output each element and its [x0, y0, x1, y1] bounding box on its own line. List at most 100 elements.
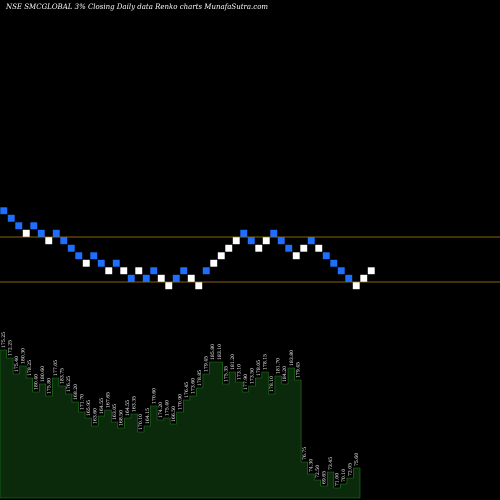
volume-label: 181.20: [230, 354, 236, 370]
volume-bar: [347, 478, 354, 498]
renko-brick: [120, 267, 128, 275]
volume-label: 177.05: [53, 360, 59, 376]
volume-bar: [308, 474, 315, 498]
volume-bar: [268, 394, 275, 498]
renko-brick: [37, 229, 45, 237]
volume-bar: [301, 462, 308, 498]
renko-brick: [90, 252, 98, 260]
renko-brick: [270, 229, 278, 237]
renko-brick: [240, 229, 248, 237]
renko-brick: [330, 259, 338, 267]
renko-brick: [142, 274, 150, 282]
renko-brick: [337, 267, 345, 275]
volume-bar: [209, 362, 216, 498]
volume-bar: [164, 418, 171, 498]
renko-brick: [112, 259, 120, 267]
volume-label: 183.75: [60, 368, 66, 384]
renko-brick: [82, 259, 90, 267]
volume-bar: [314, 480, 321, 498]
volume-label: 170.10: [138, 414, 144, 430]
volume-bar: [242, 392, 249, 498]
volume-bar: [255, 378, 262, 498]
renko-brick: [150, 267, 158, 275]
renko-brick: [210, 259, 218, 267]
volume-label: 70.10: [341, 469, 347, 482]
volume-label: 178.25: [27, 360, 33, 376]
volume-label: 175.40: [164, 400, 170, 416]
volume-label: 164.55: [99, 398, 105, 414]
renko-brick: [180, 267, 188, 275]
volume-label: 178.85: [197, 370, 203, 386]
renko-brick: [352, 282, 360, 290]
volume-label: 170.90: [178, 394, 184, 410]
renko-brick: [52, 229, 60, 237]
volume-bar: [223, 384, 230, 498]
volume-label: 72.50: [315, 465, 321, 478]
renko-brick: [60, 237, 68, 245]
volume-bar: [85, 418, 92, 498]
volume-bar: [288, 368, 295, 498]
renko-brick: [307, 237, 315, 245]
renko-brick: [285, 244, 293, 252]
renko-brick: [7, 214, 15, 222]
chart-title: NSE SMCGLOBAL 3% Closing Daily data Renk…: [5, 3, 268, 11]
volume-label: 163.60: [92, 408, 98, 424]
volume-label: 175.25: [1, 332, 7, 348]
renko-brick: [30, 222, 38, 230]
volume-bar: [190, 396, 197, 498]
volume-bar: [236, 382, 243, 498]
volume-label: 179.45: [204, 356, 210, 372]
volume-label: 181.70: [276, 358, 282, 374]
renko-brick: [217, 252, 225, 260]
volume-bar: [196, 388, 203, 498]
renko-brick: [360, 274, 368, 282]
volume-bar: [59, 386, 66, 498]
volume-bar: [92, 426, 99, 498]
volume-label: 164.15: [145, 408, 151, 424]
volume-bar: [13, 374, 20, 498]
volume-bar: [295, 380, 302, 498]
renko-brick: [135, 267, 143, 275]
renko-brick: [187, 274, 195, 282]
renko-brick: [277, 237, 285, 245]
volume-bar: [131, 414, 138, 498]
volume-bar: [105, 410, 112, 498]
renko-brick: [127, 274, 135, 282]
volume-label: 183.10: [217, 344, 223, 360]
volume-bar: [0, 350, 7, 498]
volume-label: 166.50: [171, 406, 177, 422]
volume-label: 163.05: [112, 404, 118, 420]
volume-label: 163.35: [132, 396, 138, 412]
volume-label: 76.75: [302, 447, 308, 460]
volume-label: 178.15: [263, 354, 269, 370]
volume-bar: [124, 418, 131, 498]
renko-brick: [157, 274, 165, 282]
volume-label: 172.25: [7, 340, 13, 356]
renko-brick: [345, 274, 353, 282]
volume-bar: [183, 400, 190, 498]
volume-bar: [321, 486, 328, 498]
renko-brick: [262, 237, 270, 245]
volume-label: 174.20: [158, 402, 164, 418]
volume-label: 168.50: [119, 410, 125, 426]
renko-brick: [22, 229, 30, 237]
volume-label: 173.10: [236, 364, 242, 380]
volume-bar: [52, 378, 59, 498]
volume-bar: [340, 484, 347, 498]
renko-brick: [300, 244, 308, 252]
volume-bar: [33, 392, 40, 498]
volume-bar: [137, 432, 144, 498]
volume-label: 180.40: [34, 374, 40, 390]
renko-brick: [97, 259, 105, 267]
volume-label: 69.65: [322, 471, 328, 484]
volume-label: 164.55: [125, 400, 131, 416]
volume-label: 175.35: [223, 366, 229, 382]
renko-brick: [322, 252, 330, 260]
renko-brick: [232, 237, 240, 245]
volume-bar: [98, 416, 105, 498]
volume-bar: [327, 472, 334, 498]
volume-bar: [170, 424, 177, 498]
renko-brick: [105, 267, 113, 275]
